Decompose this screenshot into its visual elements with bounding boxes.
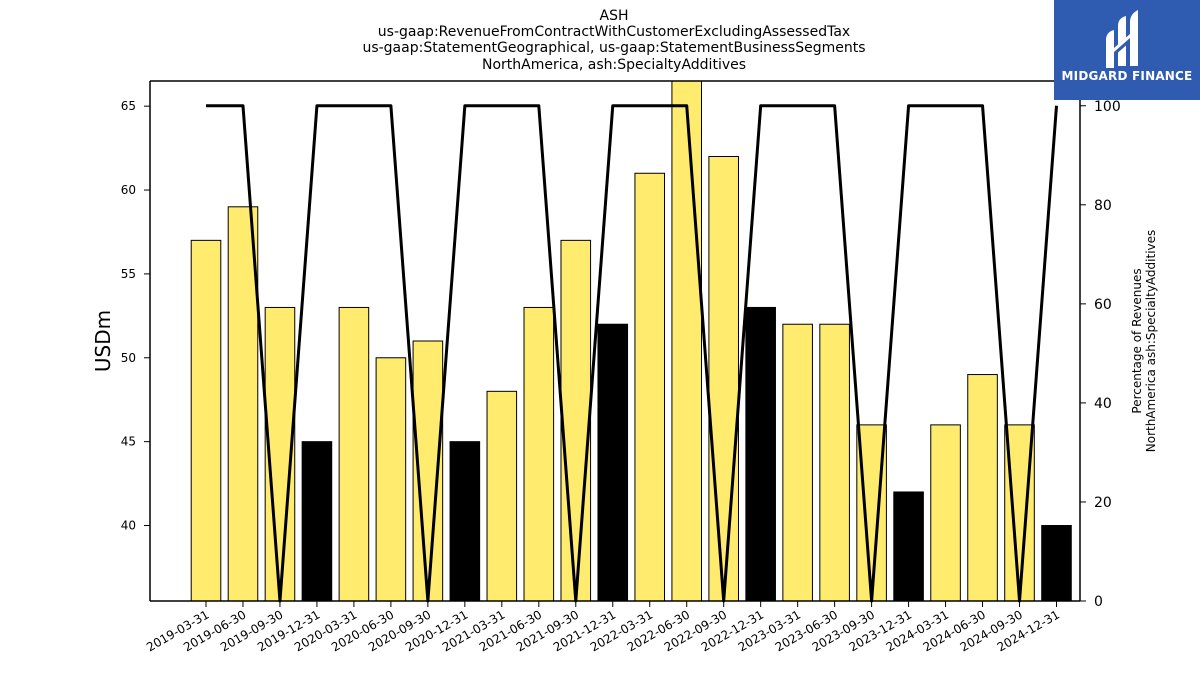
bar-2023-03-31 (782, 323, 813, 601)
y-right-tick-label-0: 0 (1094, 594, 1103, 610)
y-axis-right-label-line-2: NorthAmerica ash:SpecialtyAdditives (1144, 230, 1158, 453)
y-right-tick-label-80: 80 (1094, 198, 1112, 214)
percentage-line (206, 104, 1058, 603)
title-line-4: NorthAmerica, ash:SpecialtyAdditives (482, 57, 746, 73)
bar-2024-06-30 (967, 374, 998, 601)
bar-2023-06-30 (819, 323, 850, 601)
y-axis-right-ticks: 0 20 40 60 80 100 (1080, 99, 1121, 610)
logo-mark-icon (1106, 10, 1138, 68)
bar-2024-12-31 (1041, 525, 1072, 601)
bar-2022-12-31 (745, 306, 776, 601)
bar-2022-03-31 (634, 172, 666, 601)
title-line-1: ASH (600, 8, 629, 24)
bar-2024-03-31 (930, 424, 961, 601)
y-axis-right-label-line-1: Percentage of Revenues (1130, 268, 1144, 413)
y-right-tick-label-40: 40 (1094, 396, 1112, 412)
bars (190, 81, 1072, 601)
logo-text: MIDGARD FINANCE (1061, 69, 1193, 83)
x-axis-ticks: 2019-03-312019-06-302019-09-302019-12-31… (144, 601, 1062, 654)
bar-2020-12-31 (449, 441, 481, 601)
percentage-series-line (206, 104, 1058, 603)
bar-2022-09-30 (708, 155, 739, 601)
y-axis-left-ticks: 40 45 50 55 60 65 (121, 99, 150, 533)
y-right-tick-label-20: 20 (1094, 495, 1112, 511)
bar-2023-12-31 (893, 491, 924, 601)
bar-2019-06-30 (227, 206, 259, 601)
bar-2021-09-30 (560, 239, 592, 601)
y-tick-label-50: 50 (121, 351, 136, 365)
y-right-tick-label-100: 100 (1094, 99, 1121, 115)
y-tick-label-55: 55 (121, 267, 136, 281)
title-line-2: us-gaap:RevenueFromContractWithCustomerE… (378, 24, 850, 40)
axes (149, 80, 1081, 602)
bar-2022-06-30 (671, 81, 702, 601)
y-right-tick-label-60: 60 (1094, 297, 1112, 313)
bar-2021-06-30 (523, 306, 555, 601)
bar-2019-12-31 (301, 441, 333, 601)
y-tick-label-65: 65 (121, 99, 136, 113)
y-tick-label-60: 60 (121, 183, 136, 197)
bar-2020-03-31 (338, 306, 370, 601)
bar-2020-06-30 (375, 357, 407, 601)
chart-title: ASH us-gaap:RevenueFromContractWithCusto… (362, 8, 865, 73)
title-line-3: us-gaap:StatementGeographical, us-gaap:S… (362, 40, 865, 56)
y-axis-right-label: Percentage of Revenues NorthAmerica ash:… (1130, 230, 1158, 453)
y-axis-left-label: USDm (91, 310, 115, 372)
brand-logo: MIDGARD FINANCE (1054, 0, 1200, 100)
bar-2021-12-31 (597, 323, 629, 601)
bar-2019-03-31 (190, 239, 222, 601)
bar-2021-03-31 (486, 390, 518, 601)
y-tick-label-40: 40 (121, 519, 136, 533)
y-tick-label-45: 45 (121, 435, 136, 449)
